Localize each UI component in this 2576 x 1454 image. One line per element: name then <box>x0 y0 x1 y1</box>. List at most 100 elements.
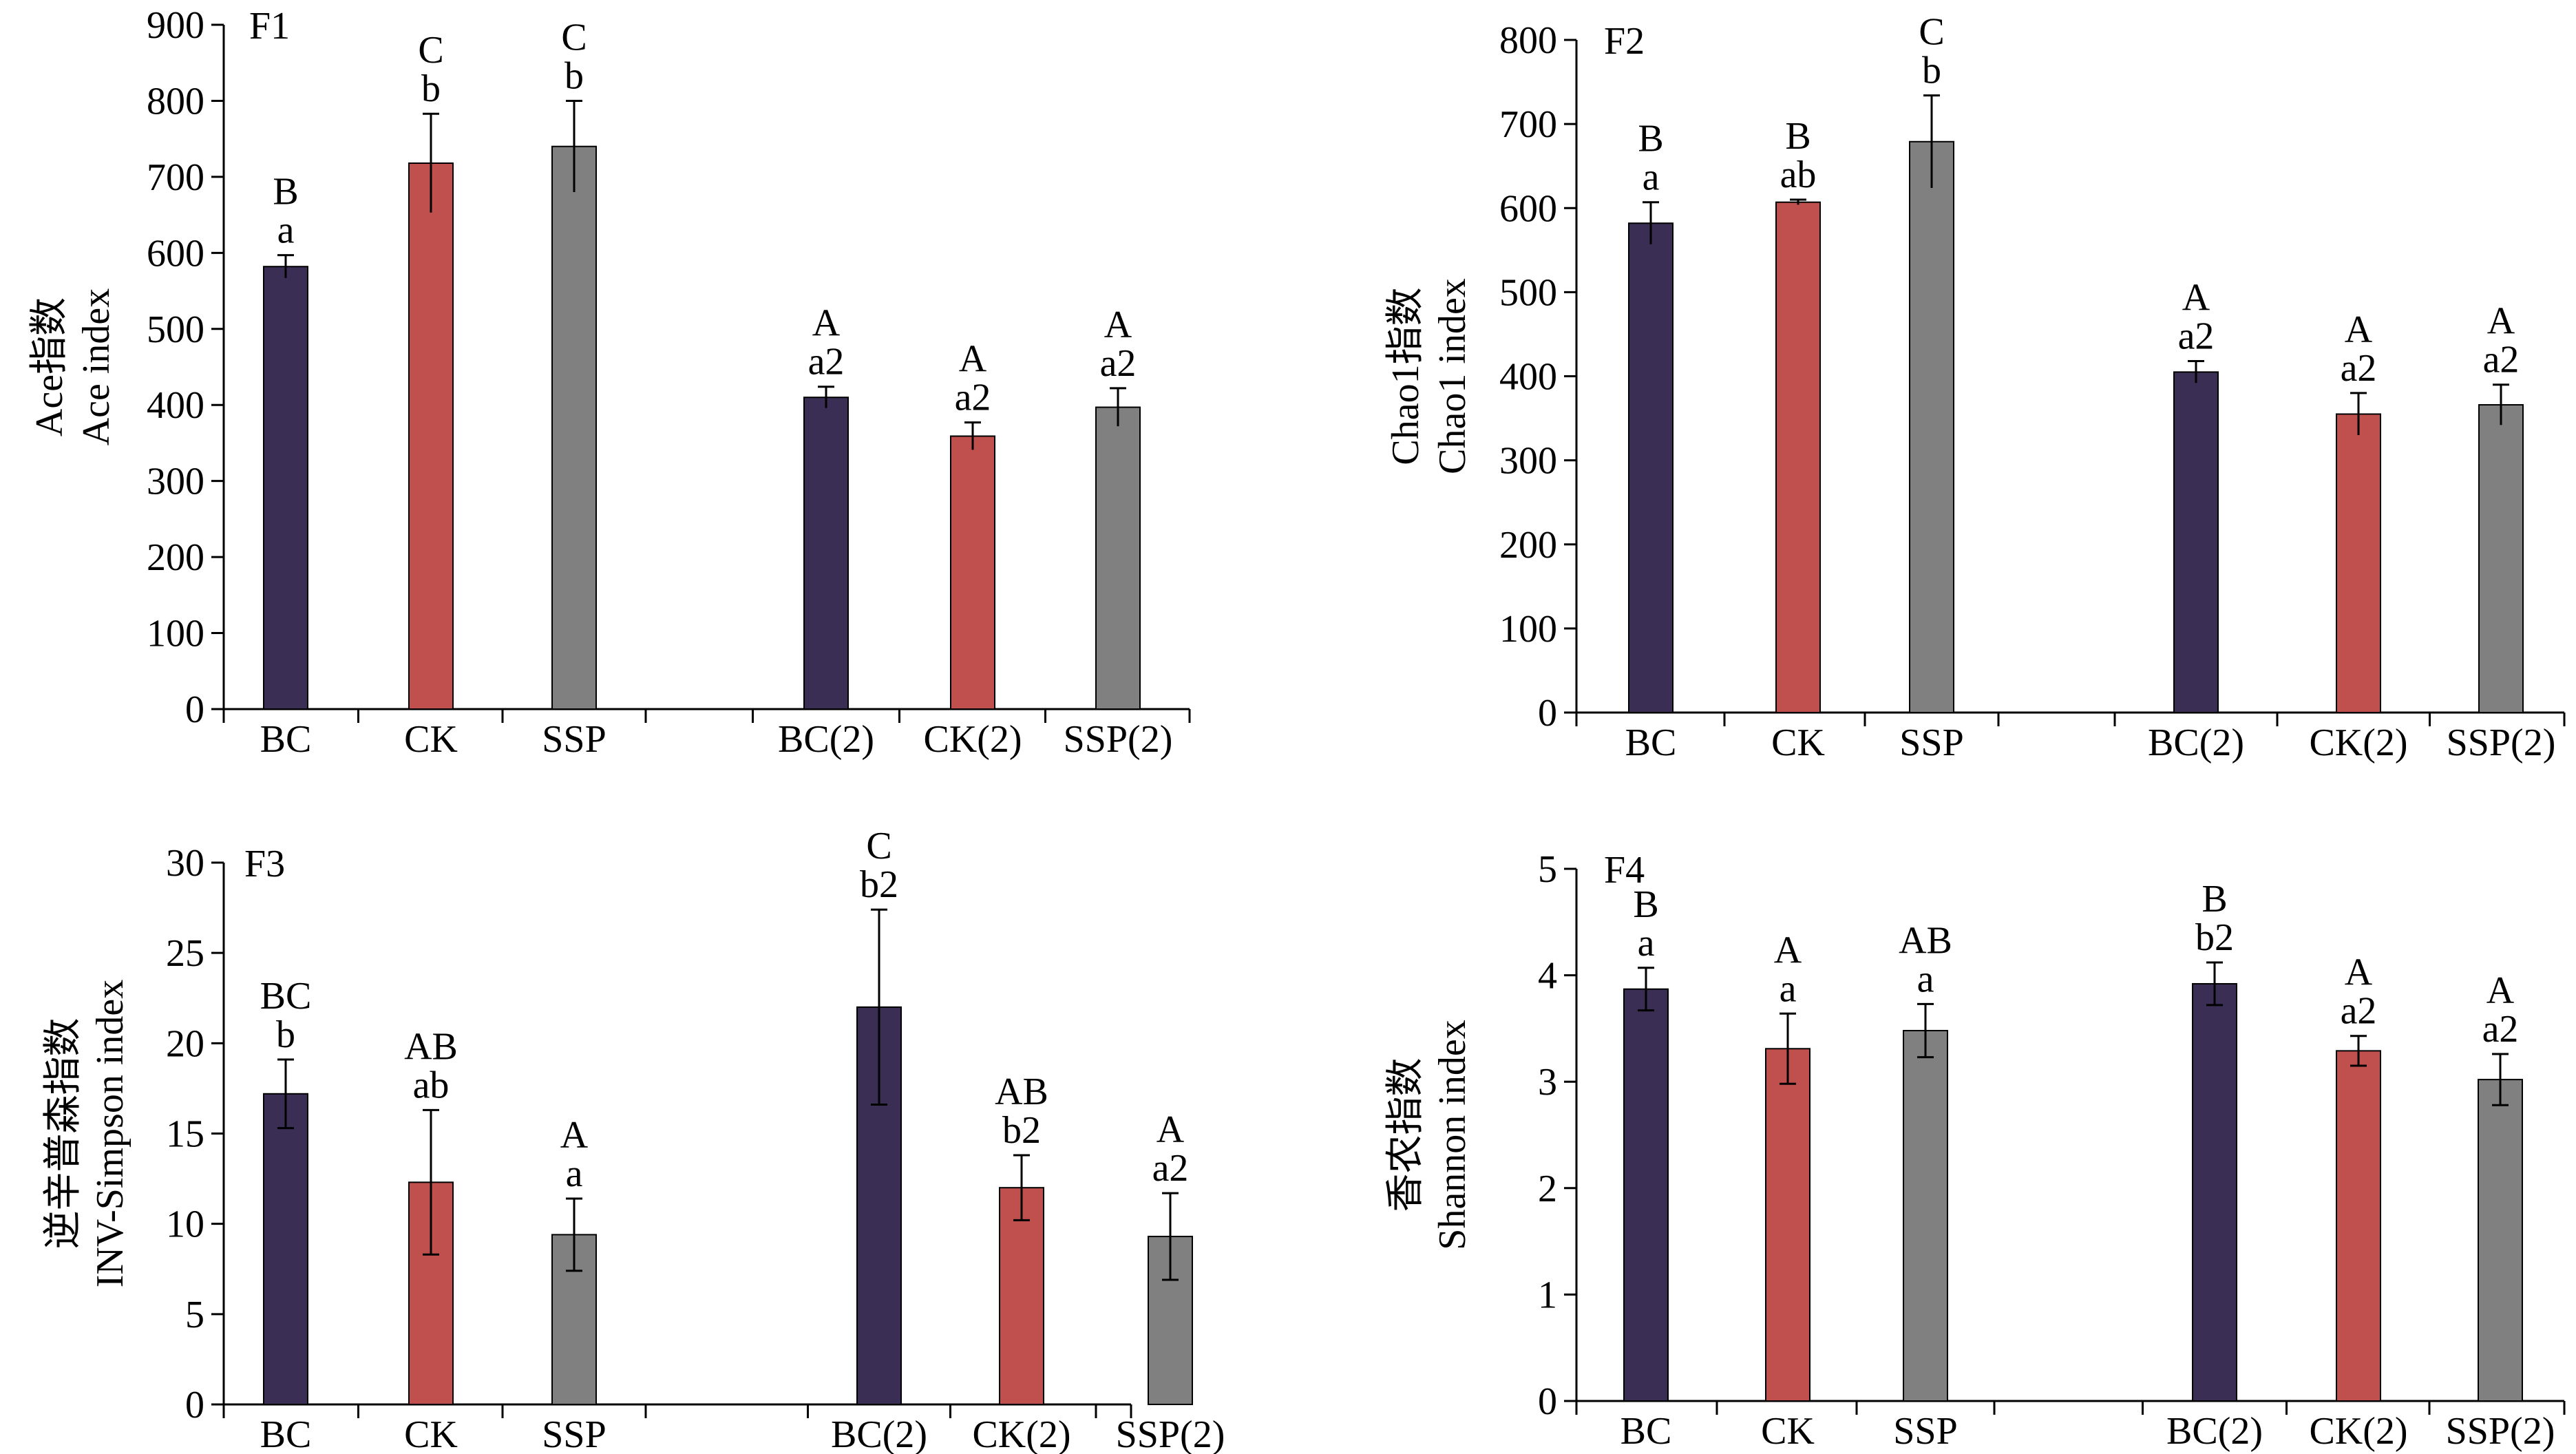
y-tick-label: 800 <box>147 80 204 123</box>
y-axis-label-line: Ace index <box>75 288 118 446</box>
y-axis-label-line: INV-Simpson index <box>89 980 131 1288</box>
x-category-label: CK <box>404 1413 458 1454</box>
x-category-label: SSP <box>1893 1410 1957 1453</box>
y-tick-label: 2 <box>1538 1168 1557 1210</box>
bar-bc <box>1628 222 1674 714</box>
x-category-label: SSP(2) <box>2446 1410 2555 1453</box>
bar-ssp <box>1903 1029 1948 1402</box>
significance-letter-lower: a2 <box>808 341 845 383</box>
bar-ck2 <box>2336 413 2381 713</box>
y-tick-label: 100 <box>147 613 204 655</box>
panel-label: F1 <box>249 5 290 48</box>
significance-letter-upper: A <box>812 302 841 345</box>
significance-letter-upper: A <box>1104 304 1132 346</box>
significance-letter-upper: A <box>1157 1108 1185 1151</box>
y-tick-label: 10 <box>166 1203 204 1246</box>
bar-ck <box>1765 1048 1810 1402</box>
significance-letter-upper: B <box>273 171 298 213</box>
y-tick-label: 600 <box>1499 187 1557 230</box>
significance-letter-lower: b <box>421 67 441 110</box>
significance-letter-lower: a2 <box>2483 339 2520 381</box>
y-tick-label: 300 <box>1499 440 1557 483</box>
y-axis-label: 逆辛普森指数 INV-Simpson index <box>42 980 131 1288</box>
y-tick-label: 200 <box>147 536 204 579</box>
significance-letter-upper: A <box>2345 951 2373 994</box>
significance-letter-upper: C <box>418 29 443 72</box>
y-tick-label: 0 <box>1538 692 1557 735</box>
significance-letter-lower: ab <box>413 1064 450 1106</box>
bar-ssp2 <box>2478 1079 2523 1402</box>
significance-letter-upper: A <box>959 338 987 381</box>
bar-ssp <box>551 145 597 710</box>
y-tick-label: 900 <box>147 4 204 47</box>
bar-ssp <box>1909 140 1954 714</box>
bar-bc2 <box>2192 982 2237 1402</box>
x-category-label: CK(2) <box>2309 721 2407 764</box>
significance-letter-upper: AB <box>404 1025 458 1068</box>
y-tick-label: 5 <box>185 1294 204 1336</box>
significance-letter-upper: A <box>560 1114 589 1157</box>
significance-letter-upper: A <box>2487 300 2515 343</box>
panel-label: F2 <box>1604 20 1645 63</box>
y-tick-label: 0 <box>185 688 204 731</box>
significance-letter-lower: b2 <box>2195 916 2234 959</box>
x-category-label: SSP <box>1899 721 1963 764</box>
bar-ck2 <box>2336 1050 2381 1402</box>
bar-bc <box>1623 988 1669 1402</box>
significance-letter-lower: a <box>1638 922 1655 965</box>
bar-ck2 <box>950 435 995 710</box>
significance-letter-lower: a2 <box>2341 990 2377 1033</box>
panel-label: F4 <box>1604 849 1645 892</box>
y-tick-label: 800 <box>1499 19 1557 62</box>
significance-letter-upper: AB <box>1899 919 1952 962</box>
bar-ssp2 <box>1095 406 1141 710</box>
bar-ssp2 <box>2478 404 2524 714</box>
significance-letter-upper: A <box>2182 277 2210 319</box>
significance-letter-upper: A <box>2487 969 2515 1012</box>
y-tick-label: 20 <box>166 1022 204 1065</box>
bar-bc <box>263 1093 308 1405</box>
bar-ck <box>1775 201 1821 714</box>
x-category-label: CK(2) <box>972 1413 1070 1454</box>
x-category-label: CK <box>404 718 458 761</box>
significance-letter-upper: C <box>866 825 891 867</box>
significance-letter-upper: B <box>1785 115 1810 158</box>
y-axis-label: Chao1指数 Chao1 index <box>1384 278 1474 474</box>
bar-bc <box>263 266 308 710</box>
y-axis-label-line: Chao1 index <box>1431 278 1474 474</box>
significance-letter-lower: b <box>1922 50 1941 92</box>
significance-letter-lower: ab <box>1780 154 1817 196</box>
significance-letter-lower: a2 <box>1152 1147 1189 1190</box>
x-category-label: BC <box>260 718 312 761</box>
chart-panel-f1: 0 100 200 300 400 500 600 700 800 900 F1 Ace指数 Ace i… <box>28 4 1191 761</box>
y-tick-label: 700 <box>147 156 204 199</box>
x-category-label: CK(2) <box>2309 1410 2407 1453</box>
x-category-label: BC(2) <box>831 1413 927 1454</box>
bar-bc2 <box>2173 371 2219 713</box>
y-tick-label: 200 <box>1499 524 1557 567</box>
significance-letter-lower: a2 <box>2341 347 2377 390</box>
significance-letter-upper: B <box>1633 883 1658 926</box>
y-tick-label: 30 <box>166 842 204 885</box>
y-axis-label-line: 香农指数 <box>1384 1058 1427 1212</box>
bar-ck <box>408 162 454 710</box>
y-axis-label-line: 逆辛普森指数 <box>42 1018 85 1250</box>
significance-letter-upper: AB <box>995 1071 1048 1113</box>
y-tick-label: 4 <box>1538 955 1557 998</box>
significance-letter-lower: a2 <box>2178 315 2215 358</box>
significance-letter-lower: b2 <box>1002 1109 1041 1152</box>
x-category-label: BC(2) <box>2148 721 2244 764</box>
significance-letter-lower: b <box>564 54 584 97</box>
significance-letter-lower: a <box>1643 156 1660 199</box>
significance-letter-lower: a <box>277 209 295 252</box>
y-tick-label: 5 <box>1538 848 1557 891</box>
x-category-label: BC <box>260 1413 312 1454</box>
y-axis-label-line: Chao1指数 <box>1384 287 1427 465</box>
y-tick-label: 700 <box>1499 103 1557 146</box>
significance-letter-upper: A <box>1774 929 1802 971</box>
significance-letter-lower: a2 <box>955 377 991 419</box>
x-category-label: BC <box>1620 1410 1672 1453</box>
x-category-label: SSP <box>542 1413 606 1454</box>
